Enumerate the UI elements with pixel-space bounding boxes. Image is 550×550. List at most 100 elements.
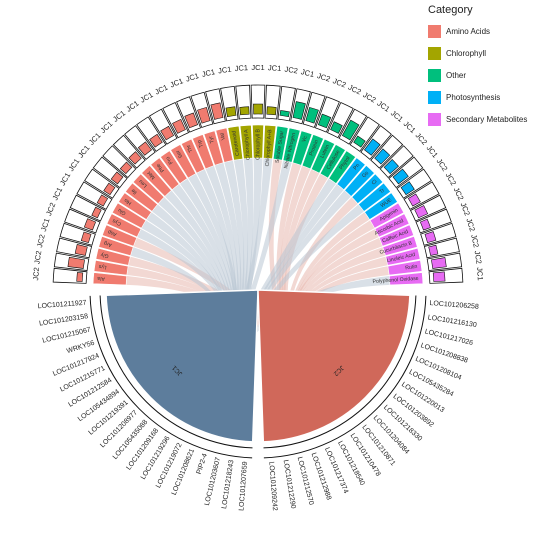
track-bar [96,194,109,207]
gene-label: LOC101217026 [424,328,474,347]
track-bar [83,218,97,231]
track-bar [428,244,439,256]
track-bar [91,206,102,219]
track-bar [353,135,366,148]
metabolite-sector [319,144,346,179]
metabolite-sector [387,259,423,276]
sample-label: JC2 [469,233,481,248]
sample-label: JC2 [459,201,472,217]
legend-item: Amino Acids [428,20,546,42]
track-bar [110,171,124,185]
metabolite-label: Protein [308,139,320,157]
chord-link [137,228,237,378]
sample-label: JC2 [452,186,466,202]
group-ring [99,295,253,449]
metabolite-sector [170,144,197,179]
chord-link [281,169,320,372]
metabolite-sector [351,173,384,205]
metabolite-sector [111,202,147,229]
metabolite-sector [388,272,424,286]
gene-label: LOC101207659 [238,461,249,511]
gene-label: LOC101203607 [204,457,222,507]
legend-label: Amino Acids [446,26,491,36]
metabolite-label: Vc [301,135,309,143]
metabolite-sector [336,157,366,191]
metabolite-sector [227,125,244,161]
track-bar [197,107,211,124]
track-bar [225,106,237,118]
group-sector [257,289,411,443]
metabolite-sector [310,138,336,174]
metabolite-label: Trp [197,139,205,148]
gene-label: WRKY56 [66,340,96,356]
track-bar [419,218,431,231]
metabolite-sector [369,202,405,229]
legend-label: Other [446,70,467,80]
metabolite-label: Chlorophyll A [243,129,251,160]
metabolite-label: Val [220,132,227,140]
track-bar [407,193,421,207]
track-bar [184,112,199,129]
sample-label: JC2 [316,71,331,84]
sample-label: JC1 [389,109,405,124]
sample-label: JC1 [185,71,200,84]
sample-label: JC2 [473,250,484,265]
chord-link [196,169,238,376]
metabolite-label: Soluble Sugar [275,130,286,163]
metabolite-label: Ala [97,275,105,282]
track-bar [80,231,92,244]
metabolite-sector [328,150,357,184]
metabolite-label: Met [146,169,157,180]
track-bar [74,244,88,256]
track-bar [137,141,152,156]
metabolite-sector [215,127,234,163]
metabolite-sector [159,150,188,184]
metabolite-sector [382,236,418,256]
metabolite-sector [374,213,410,238]
metabolite-label: Arg [103,240,113,248]
sample-label: JC2 [413,131,429,147]
gene-label: LOC101212290 [282,459,297,509]
group-ring [263,295,417,449]
metabolite-label: Leu [138,178,149,188]
legend-title: Category [428,4,473,16]
metabolite-label: Ile [130,187,138,195]
track-bar [279,110,290,118]
sample-label: JC2 [32,250,43,265]
metabolite-sector [106,213,142,238]
chord-link [128,256,304,375]
gene-label: PIP2-4 [196,453,209,476]
sample-label: JC2 [31,267,41,281]
legend-items: Amino Acids Chlorophyll Other Photosynthesi… [428,20,546,130]
sample-label: JC1 [251,63,264,72]
sample-label: JC2 [35,233,47,248]
sample-label: JC1 [76,143,91,159]
metabolite-label: Asp [107,228,118,237]
metabolite-sector [378,224,415,247]
gene-labels: LOC101211927LOC101203158LOC101215067WRKY… [37,300,479,512]
metabolite-sector [358,182,391,212]
track-bar [383,159,399,175]
metabolite-label: Carotenoid [231,130,241,156]
metabolite-sector [180,138,206,174]
sample-label: JC1 [201,67,216,79]
gene-label: LOC101216130 [427,314,477,329]
metabolite-sector [95,247,131,266]
group-sector [105,289,259,443]
metabolite-label: Polyphenol Oxidase [372,276,419,285]
track-bar [317,113,332,129]
metabolite-sector [98,236,134,256]
metabolite-sector [118,192,152,220]
track-bar [239,106,250,116]
metabolite-label: Thr [186,143,195,153]
gene-label: LOC101212570 [296,456,315,506]
track-bar [305,107,319,124]
track-bar [119,161,133,175]
track-bar [253,103,263,115]
chord-link [205,165,240,376]
metabolite-sector [125,182,158,212]
metabolite-label: Tyr [208,135,216,144]
sample-label: JC1 [98,119,114,135]
